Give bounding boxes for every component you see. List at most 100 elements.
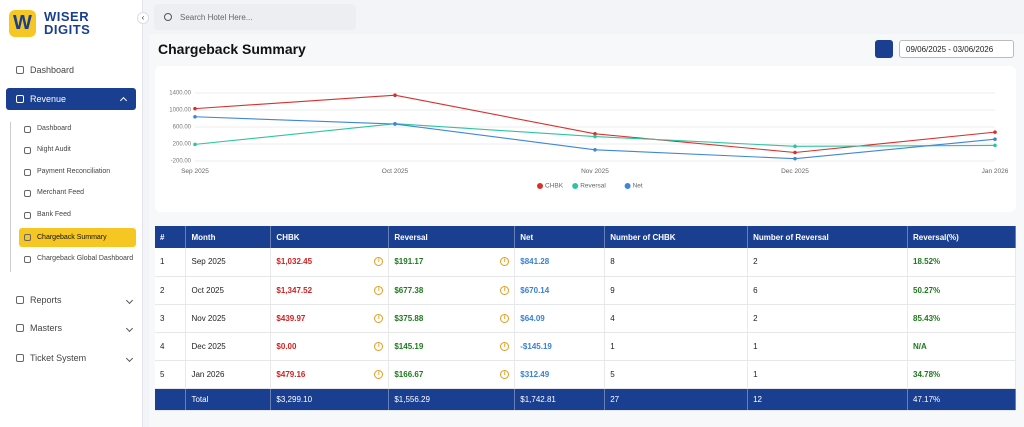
cell: Sep 2025 <box>185 248 272 277</box>
cell-text: $479.16 <box>276 369 306 379</box>
subnav-item[interactable]: Bank Feed <box>24 210 136 220</box>
logo-text: WISER DIGITS <box>44 10 90 36</box>
cell-text: $439.97 <box>276 313 306 323</box>
cell-text: $841.28 <box>520 257 550 267</box>
cell: 50.27% <box>907 276 1016 305</box>
data-row: 2 Oct 2025 $1,347.52 i $677.38 i $670.14 9 6 50.2… <box>155 276 1016 305</box>
column-header: CHBK <box>270 226 390 248</box>
nav-item[interactable]: Dashboard <box>16 64 74 76</box>
info-icon[interactable]: i <box>500 341 510 351</box>
nav-item-active[interactable]: Revenue <box>6 88 136 110</box>
cell-text: $375.88 <box>394 313 424 323</box>
total-cell: 47.17% <box>907 388 1016 411</box>
nav-item[interactable]: Ticket System <box>16 352 134 364</box>
y-tick-label: 1400.00 <box>169 91 191 97</box>
search-icon <box>164 13 172 21</box>
nav-item[interactable]: Reports <box>16 294 134 306</box>
subnav-label: Dashboard <box>37 125 72 132</box>
cell-text: 6 <box>753 285 758 295</box>
cell-text: $312.49 <box>520 369 550 379</box>
cell: 6 <box>747 276 908 305</box>
cell: N/A <box>907 332 1016 361</box>
data-row: 3 Nov 2025 $439.97 i $375.88 i $64.09 4 2 85.43% <box>155 304 1016 333</box>
nav-item[interactable]: Masters <box>16 322 134 334</box>
total-cell: 12 <box>747 388 908 411</box>
filter-button[interactable] <box>875 40 893 58</box>
subnav-label: Chargeback Summary <box>37 233 107 241</box>
total-cell: 27 <box>604 388 749 411</box>
info-icon[interactable]: i <box>500 313 510 323</box>
cell-text: 18.52% <box>913 257 941 267</box>
cell: $64.09 <box>514 304 606 333</box>
cell-text: Sep 2025 <box>191 257 226 267</box>
logo-mark: W <box>9 10 36 37</box>
y-tick-label: -200.00 <box>171 159 192 165</box>
subnav-item[interactable]: Dashboard <box>24 124 136 134</box>
column-header: Number of Reversal <box>747 226 908 248</box>
cell: 2 <box>155 276 187 305</box>
cell: $191.17 i <box>388 248 516 277</box>
date-range-picker[interactable]: 09/06/2025 - 03/06/2026 <box>899 40 1014 58</box>
total-cell: $1,556.29 <box>388 388 516 411</box>
cell-text: 5 <box>160 369 165 379</box>
info-icon[interactable]: i <box>374 369 384 379</box>
cell-text: 1 <box>610 341 615 351</box>
nav-label: Dashboard <box>30 65 75 75</box>
cell-text: 34.78% <box>913 369 941 379</box>
cell: $312.49 <box>514 360 606 389</box>
cell: $166.67 i <box>388 360 516 389</box>
cell: 5 <box>155 360 187 389</box>
data-point <box>993 130 997 134</box>
cell: 1 <box>747 332 908 361</box>
info-icon[interactable]: i <box>500 285 510 295</box>
page-title: Chargeback Summary <box>158 41 306 57</box>
nav-label: Masters <box>30 323 63 333</box>
cell: 4 <box>604 304 749 333</box>
cell: $677.38 i <box>388 276 516 305</box>
subnav-item-active[interactable]: Chargeback Summary <box>19 228 136 247</box>
cell-text: 3 <box>160 313 165 323</box>
subnav-item[interactable]: Night Audit <box>24 145 136 155</box>
cell-text: 1 <box>160 257 165 267</box>
cell: 2 <box>747 304 908 333</box>
cell: 2 <box>747 248 908 277</box>
info-icon[interactable]: i <box>374 341 384 351</box>
subnav-item[interactable]: Chargeback Global Dashboard <box>24 254 136 264</box>
info-icon[interactable]: i <box>374 257 384 267</box>
cell-text: $1,032.45 <box>276 257 313 267</box>
cell-text: Dec 2025 <box>191 341 226 351</box>
info-icon[interactable]: i <box>500 257 510 267</box>
legend-label: CHBK <box>545 183 564 190</box>
cell-text: 1 <box>753 369 758 379</box>
search-placeholder: Search Hotel Here... <box>180 12 253 22</box>
data-point <box>593 132 597 136</box>
column-header: Net <box>514 226 606 248</box>
x-tick-label: Sep 2025 <box>181 168 209 175</box>
legend-label: Net <box>633 183 643 190</box>
search-box[interactable]: Search Hotel Here... <box>154 4 356 30</box>
cell: -$145.19 <box>514 332 606 361</box>
collapse-button[interactable]: ‹ <box>137 12 149 24</box>
cell-text: 9 <box>610 285 615 295</box>
subnav-label: Payment Reconciliation <box>37 168 111 175</box>
info-icon[interactable]: i <box>374 313 384 323</box>
data-row: 4 Dec 2025 $0.00 i $145.19 i -$145.19 1 1 N/A <box>155 332 1016 361</box>
cell: 1 <box>604 332 749 361</box>
subnav-item[interactable]: Payment Reconciliation <box>24 167 136 177</box>
cell-text: 50.27% <box>913 285 941 295</box>
legend-marker <box>624 183 631 189</box>
subnav-icon <box>24 211 31 219</box>
subnav-icon <box>24 255 31 263</box>
nav-label: Ticket System <box>30 353 87 363</box>
info-icon[interactable]: i <box>374 285 384 295</box>
info-icon[interactable]: i <box>500 369 510 379</box>
header-row: # Month CHBK Reversal Net Number of CHBK Numbe… <box>155 226 1016 248</box>
cell-text: 2 <box>753 313 758 323</box>
cell-text: $64.09 <box>520 313 545 323</box>
subnav-item[interactable]: Merchant Feed <box>24 188 136 198</box>
cell-text: $191.17 <box>394 257 424 267</box>
cell: Dec 2025 <box>185 332 272 361</box>
